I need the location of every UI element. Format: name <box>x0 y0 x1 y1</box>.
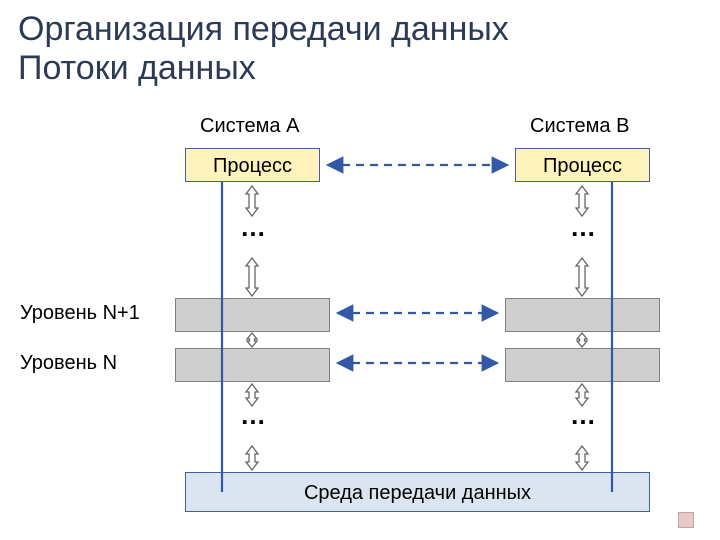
varrow-a-4 <box>246 384 258 406</box>
varrow-b-3 <box>577 333 587 347</box>
varrow-b-4 <box>576 384 588 406</box>
varrow-b-2 <box>576 258 588 296</box>
varrow-b-1 <box>576 186 588 216</box>
varrow-b-5 <box>576 446 588 470</box>
varrow-a-5 <box>246 446 258 470</box>
diagram-svg <box>0 0 720 540</box>
varrow-a-3 <box>247 333 257 347</box>
varrow-a-2 <box>246 258 258 296</box>
varrow-a-1 <box>246 186 258 216</box>
